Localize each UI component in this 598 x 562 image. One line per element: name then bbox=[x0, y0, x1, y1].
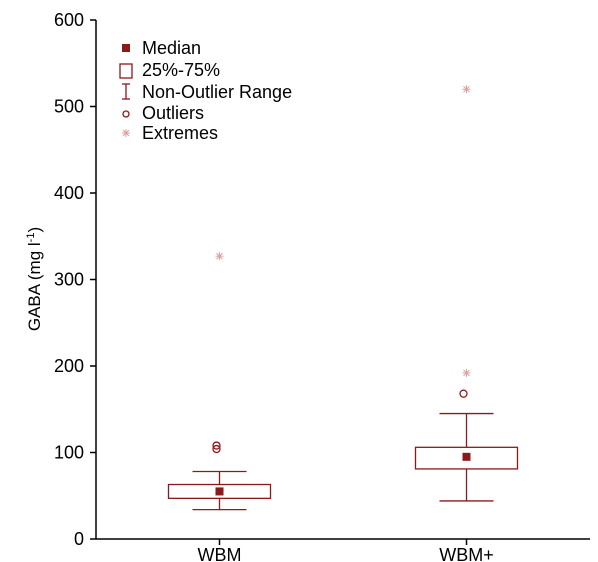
y-axis-label-superscript: -1 bbox=[25, 233, 37, 243]
legend-extreme-label: Extremes bbox=[142, 123, 218, 143]
legend-median-label: Median bbox=[142, 38, 201, 58]
legend-median-symbol bbox=[122, 44, 130, 52]
outlier-point bbox=[212, 441, 221, 450]
outlier-point bbox=[212, 444, 221, 454]
y-tick-label: 600 bbox=[54, 10, 84, 30]
legend-outlier-symbol bbox=[122, 110, 130, 118]
legend-whisker-label: Non-Outlier Range bbox=[142, 82, 292, 102]
extreme-point bbox=[462, 85, 471, 94]
legend-box-symbol bbox=[119, 63, 133, 79]
legend-whisker-symbol bbox=[122, 83, 130, 100]
y-tick-label: 0 bbox=[74, 529, 84, 549]
median-marker bbox=[462, 452, 471, 461]
box-wbm-plus bbox=[414, 85, 519, 502]
legend-extreme-symbol bbox=[122, 129, 130, 137]
y-tick-label: 200 bbox=[54, 356, 84, 376]
legend: Median 25%-75% Non-Outlier Range Outlier… bbox=[119, 38, 292, 143]
legend-outlier-label: Outliers bbox=[142, 103, 204, 123]
y-tick-label: 400 bbox=[54, 183, 84, 203]
legend-box-label: 25%-75% bbox=[142, 60, 220, 80]
extreme-point bbox=[462, 368, 471, 377]
x-axis-ticks: WBM WBM+ bbox=[198, 539, 494, 562]
y-axis-ticks: 0 100 200 300 400 500 600 bbox=[54, 10, 96, 549]
median-marker bbox=[215, 487, 224, 496]
y-axis-label-main: GABA (mg l bbox=[25, 242, 44, 331]
y-axis-label: GABA (mg l-1) bbox=[25, 227, 44, 331]
y-tick-label: 100 bbox=[54, 443, 84, 463]
x-tick-label: WBM+ bbox=[439, 545, 494, 562]
outlier-point bbox=[459, 389, 468, 398]
extreme-point bbox=[215, 252, 224, 261]
box-wbm bbox=[167, 252, 272, 511]
y-tick-label: 500 bbox=[54, 97, 84, 117]
x-tick-label: WBM bbox=[198, 545, 242, 562]
y-axis-label-close: ) bbox=[25, 227, 44, 233]
box-series bbox=[167, 85, 519, 511]
y-tick-label: 300 bbox=[54, 270, 84, 290]
